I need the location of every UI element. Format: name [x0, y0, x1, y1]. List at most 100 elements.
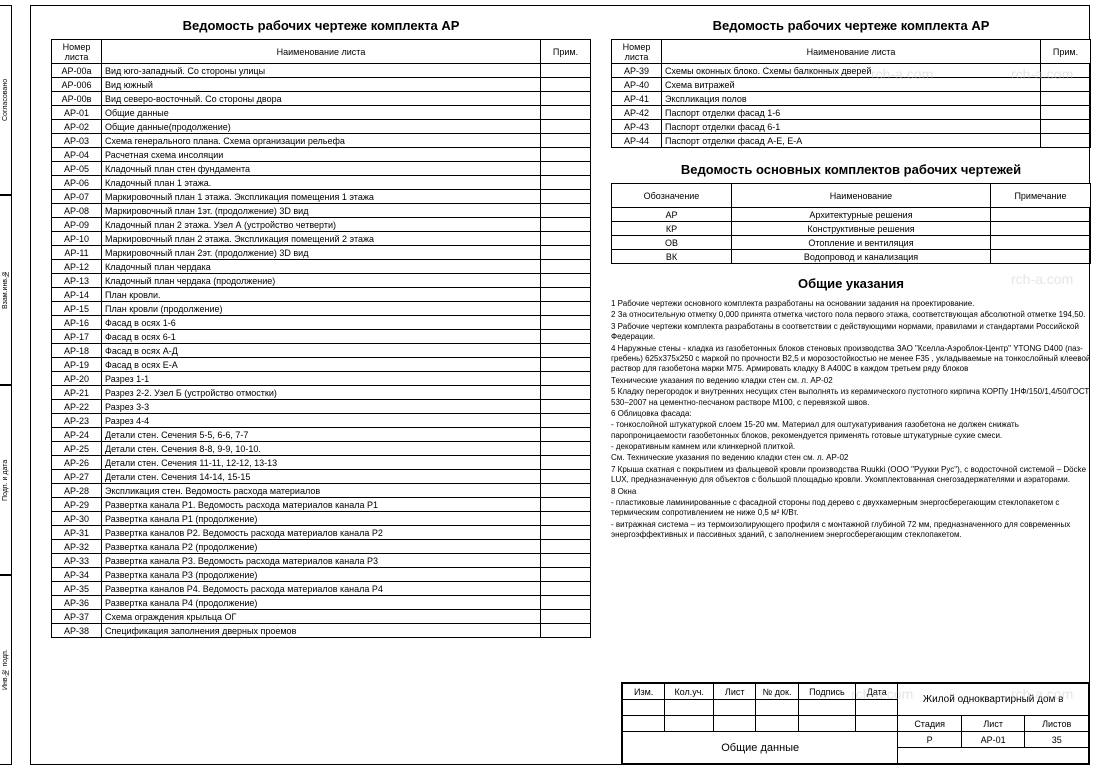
table-cell: Паспорт отделки фасад 1-6 [662, 106, 1041, 120]
table-cell [1041, 64, 1091, 78]
table-cell [541, 442, 591, 456]
note-line: - пластиковые ламинированные с фасадной … [611, 498, 1091, 519]
note-line: Технические указания по ведению кладки с… [611, 376, 1091, 386]
table-cell: АР-31 [52, 526, 102, 540]
table-cell [541, 190, 591, 204]
table-row: АР-21Разрез 2-2. Узел Б (устройство отмо… [52, 386, 591, 400]
table-cell [1041, 106, 1091, 120]
table-cell: Детали стен. Сечения 5-5, 6-6, 7-7 [102, 428, 541, 442]
table-cell [541, 484, 591, 498]
table-cell: Детали стен. Сечения 14-14, 15-15 [102, 470, 541, 484]
table-cell: Фасад в осях Е-А [102, 358, 541, 372]
stamp-rcol: Листов [1025, 716, 1089, 732]
table-cell: Маркировочный план 2 этажа. Экспликация … [102, 232, 541, 246]
table-cell [991, 222, 1091, 236]
table-cell: Разрез 2-2. Узел Б (устройство отмостки) [102, 386, 541, 400]
table-row: АР-06Кладочный план 1 этажа. [52, 176, 591, 190]
table-row: АР-33Развертка канала Р3. Ведомость расх… [52, 554, 591, 568]
table-row: АР-40Схема витражей [612, 78, 1091, 92]
table-cell [541, 414, 591, 428]
table-cell: Конструктивные решения [732, 222, 991, 236]
col-header: Номер листа [612, 40, 662, 64]
table-cell [541, 428, 591, 442]
table-cell: Отопление и вентиляция [732, 236, 991, 250]
table-row: АР-35Развертка каналов Р4. Ведомость рас… [52, 582, 591, 596]
table-cell: АР-07 [52, 190, 102, 204]
table-cell: Разрез 3-3 [102, 400, 541, 414]
table-cell: Водопровод и канализация [732, 250, 991, 264]
table-cell [541, 596, 591, 610]
table-row: АР-16Фасад в осях 1-6 [52, 316, 591, 330]
table-row: АР-25Детали стен. Сечения 8-8, 9-9, 10-1… [52, 442, 591, 456]
table-cell: АР-30 [52, 512, 102, 526]
table-row: АР-12Кладочный план чердака [52, 260, 591, 274]
col-header: Наименование [732, 184, 991, 208]
table-cell [541, 386, 591, 400]
table-cell: Разрез 4-4 [102, 414, 541, 428]
table-cell [541, 470, 591, 484]
table-cell: Схема генерального плана. Схема организа… [102, 134, 541, 148]
title-block: Изм. Кол.уч. Лист № док. Подпись Дата Жи… [621, 682, 1089, 764]
table-cell: АР-44 [612, 134, 662, 148]
table-cell: АР-39 [612, 64, 662, 78]
table-cell: АР-03 [52, 134, 102, 148]
table-cell: Экспликация полов [662, 92, 1041, 106]
table-cell [991, 208, 1091, 222]
table-cell: Детали стен. Сечения 11-11, 12-12, 13-13 [102, 456, 541, 470]
table-cell: АР-24 [52, 428, 102, 442]
table-cell [541, 610, 591, 624]
table-cell [541, 568, 591, 582]
table-cell [541, 302, 591, 316]
table-cell: АР-37 [52, 610, 102, 624]
table-cell: АР-28 [52, 484, 102, 498]
table-cell [541, 176, 591, 190]
table-cell: Кладочный план чердака [102, 260, 541, 274]
table-row: АР-17Фасад в осях 6-1 [52, 330, 591, 344]
table-row: АР-34Развертка канала Р3 (продолжение) [52, 568, 591, 582]
table-cell: Общие данные(продолжение) [102, 120, 541, 134]
table-cell: Расчетная схема инсоляции [102, 148, 541, 162]
table-row: ВКВодопровод и канализация [612, 250, 1091, 264]
table-cell: Развертка каналов Р2. Ведомость расхода … [102, 526, 541, 540]
table-cell [541, 106, 591, 120]
table-cell: АР-02 [52, 120, 102, 134]
table-cell: Вид северо-восточный. Со стороны двора [102, 92, 541, 106]
table-cell: Маркировочный план 2эт. (продолжение) 3D… [102, 246, 541, 260]
table-cell: КР [612, 222, 732, 236]
table-row: АР-11Маркировочный план 2эт. (продолжени… [52, 246, 591, 260]
table-cell: АР-01 [52, 106, 102, 120]
table-cell: Схема ограждения крыльца ОГ [102, 610, 541, 624]
table-cell [541, 134, 591, 148]
table-row: АР-39Схемы оконных блоко. Схемы балконны… [612, 64, 1091, 78]
table-cell: Фасад в осях А-Д [102, 344, 541, 358]
table-row: АР-15План кровли (продолжение) [52, 302, 591, 316]
table-cell [541, 246, 591, 260]
table-cell [541, 148, 591, 162]
table-cell: АР-26 [52, 456, 102, 470]
table-cell: АР-29 [52, 498, 102, 512]
table-row: АР-31Развертка каналов Р2. Ведомость рас… [52, 526, 591, 540]
note-line: 2 За относительную отметку 0,000 принята… [611, 310, 1091, 320]
stamp-col: Кол.уч. [665, 684, 714, 700]
table-row: АР-42Паспорт отделки фасад 1-6 [612, 106, 1091, 120]
table-cell [541, 554, 591, 568]
table-cell: АР-40 [612, 78, 662, 92]
table-row: АРАрхитектурные решения [612, 208, 1091, 222]
table-cell: Развертка каналов Р4. Ведомость расхода … [102, 582, 541, 596]
stamp-col: Дата [856, 684, 898, 700]
table-cell [541, 316, 591, 330]
table-cell: АР-18 [52, 344, 102, 358]
sheet-list-table-1: Номер листа Наименование листа Прим. АР-… [51, 39, 591, 638]
table-cell [541, 400, 591, 414]
table-cell [541, 288, 591, 302]
table-cell: Разрез 1-1 [102, 372, 541, 386]
col-header: Наименование листа [662, 40, 1041, 64]
table-cell: АР-16 [52, 316, 102, 330]
table2-title: Ведомость рабочих чертеже комплекта АР [611, 18, 1091, 33]
note-line: - тонкослойной штукатуркой слоем 15-20 м… [611, 420, 1091, 441]
table-row: АР-19Фасад в осях Е-А [52, 358, 591, 372]
table-row: АР-006Вид южный [52, 78, 591, 92]
table-cell: Маркировочный план 1эт. (продолжение) 3D… [102, 204, 541, 218]
table-cell: АР-00в [52, 92, 102, 106]
table-cell [541, 218, 591, 232]
